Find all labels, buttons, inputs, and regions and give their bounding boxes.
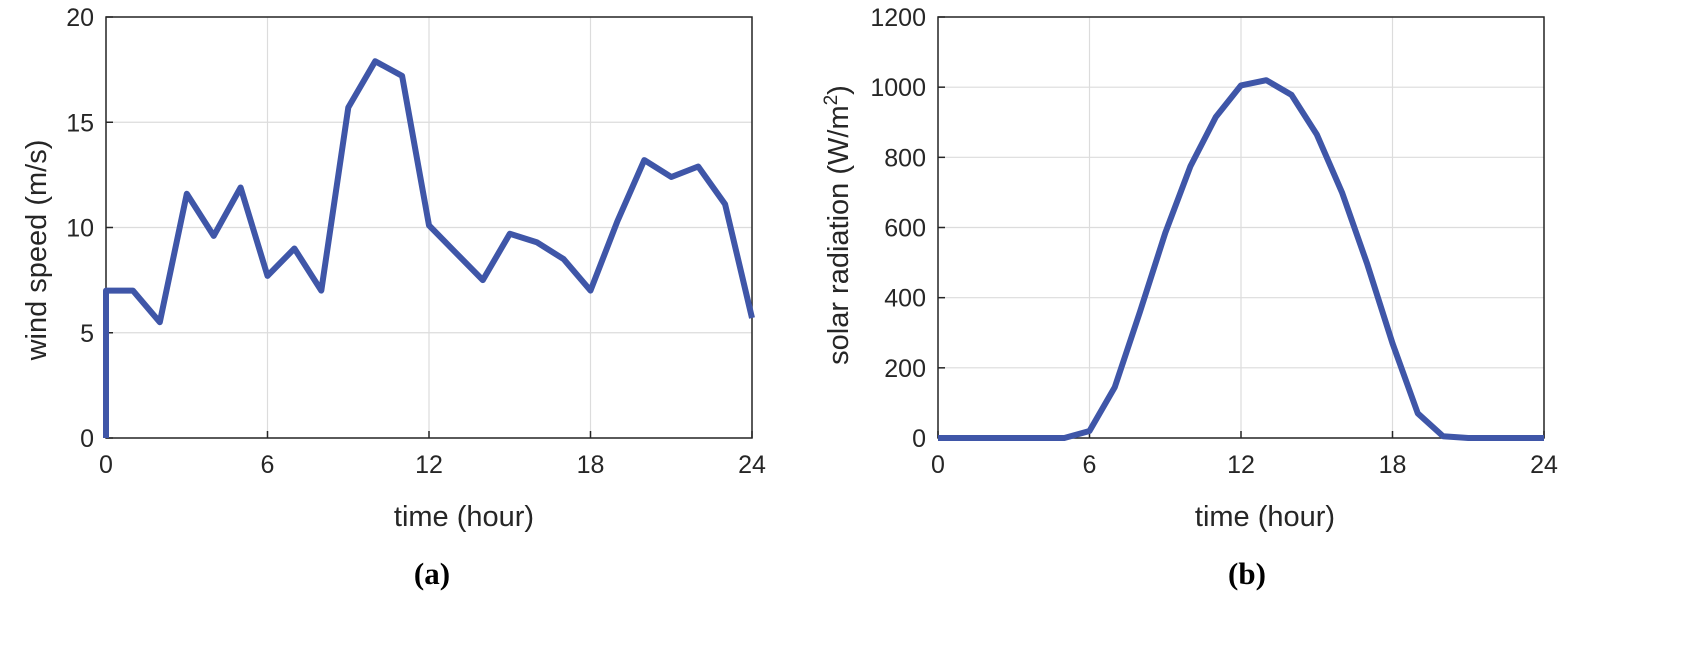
solar-y-tick-label: 400 [884, 285, 926, 313]
solar-x-tick-label: 6 [1083, 451, 1097, 479]
wind-x-tick-label: 18 [577, 451, 605, 479]
wind-y-tick-label: 15 [66, 109, 94, 137]
panel-label-a: (a) [414, 556, 450, 591]
solar-y-tick-label: 1000 [870, 74, 926, 102]
wind-tick-labels: 0 6 12 18 24 0 5 10 15 20 [66, 4, 766, 479]
wind-y-tick-label: 5 [80, 320, 94, 348]
solar-y-axis-label-superscript: 2 [821, 95, 842, 106]
solar-x-tick-label: 24 [1530, 451, 1558, 479]
wind-x-tick-label: 12 [415, 451, 443, 479]
solar-y-tick-label: 800 [884, 144, 926, 172]
solar-y-axis-label: solar radiation (W/m2) [821, 85, 855, 365]
wind-y-tick-label: 0 [80, 425, 94, 453]
solar-x-axis-label: time (hour) [1195, 501, 1335, 533]
wind-speed-series-line [103, 58, 755, 438]
wind-speed-chart: 0 6 12 18 24 0 5 10 15 20 time (hour) wind speed … [21, 4, 766, 591]
solar-y-tick-label: 600 [884, 215, 926, 243]
wind-x-tick-label: 0 [99, 451, 113, 479]
solar-y-axis-label-end: ) [823, 85, 855, 95]
wind-y-axis-label: wind speed (m/s) [21, 140, 53, 362]
wind-y-tick-label: 20 [66, 4, 94, 32]
solar-radiation-chart: 0 6 12 18 24 0 200 400 600 800 1000 1200 time (hour… [821, 4, 1558, 591]
panel-label-b: (b) [1228, 556, 1266, 591]
solar-x-tick-label: 18 [1379, 451, 1407, 479]
solar-y-axis-label-main: solar radiation (W/m [823, 105, 855, 364]
solar-grid [937, 16, 1545, 439]
wind-y-tick-label: 10 [66, 215, 94, 243]
solar-x-tick-label: 12 [1227, 451, 1255, 479]
wind-x-tick-label: 24 [738, 451, 766, 479]
wind-x-tick-label: 6 [261, 451, 275, 479]
solar-radiation-series-line [938, 77, 1544, 441]
solar-tick-labels: 0 6 12 18 24 0 200 400 600 800 1000 1200 [870, 4, 1558, 479]
solar-y-tick-label: 200 [884, 355, 926, 383]
wind-x-axis-label: time (hour) [394, 501, 534, 533]
solar-y-tick-label: 0 [912, 425, 926, 453]
solar-x-tick-label: 0 [931, 451, 945, 479]
solar-y-tick-label: 1200 [870, 4, 926, 32]
